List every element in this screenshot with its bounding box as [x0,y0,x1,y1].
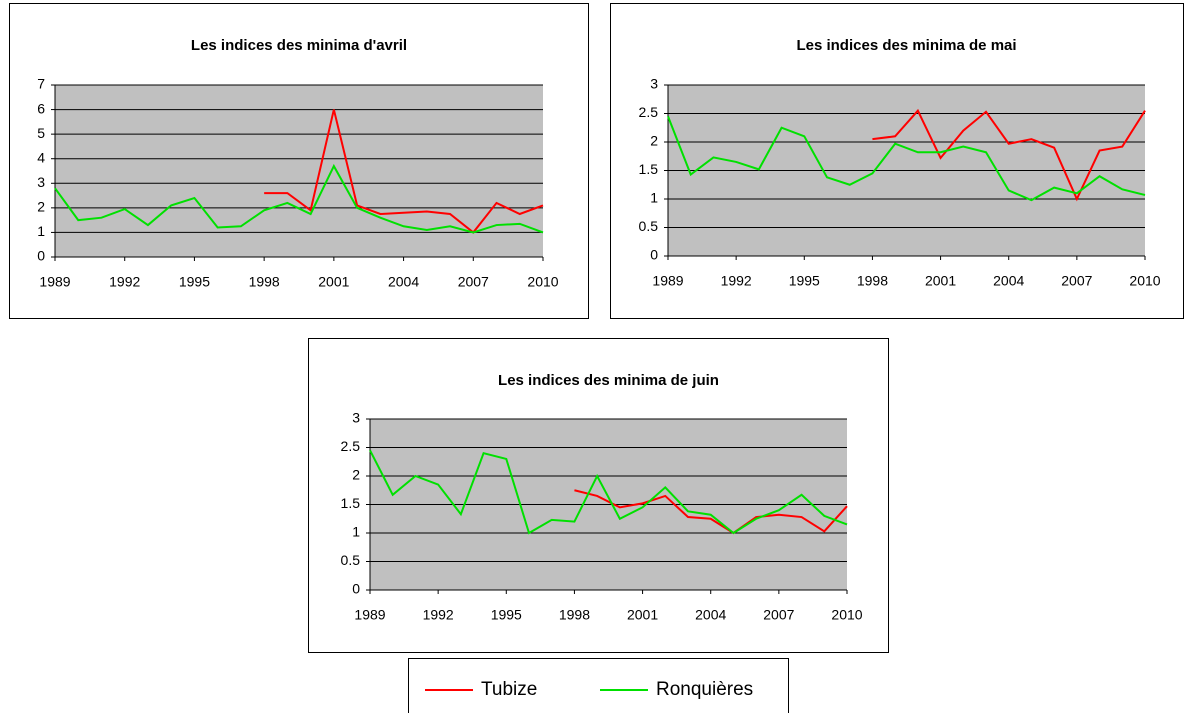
y-tick-label: 1 [650,190,658,206]
y-tick-label: 1 [37,223,45,239]
y-tick-label: 5 [37,125,45,141]
x-tick-label: 1995 [179,274,210,290]
x-tick-label: 2007 [763,607,794,623]
x-tick-label: 2010 [527,274,558,290]
y-tick-label: 2 [37,199,45,215]
y-tick-label: 1.5 [341,495,361,511]
x-tick-label: 1998 [249,274,280,290]
y-tick-label: 1.5 [639,161,659,177]
x-tick-label: 1992 [423,607,454,623]
x-tick-label: 1995 [491,607,522,623]
x-tick-label: 2010 [831,607,862,623]
line-series [574,489,848,535]
legend-box [408,658,789,718]
y-tick-label: 2.5 [639,104,659,120]
legend-label: Ronquières [656,679,753,700]
y-tick-label: 2 [352,467,360,483]
x-tick-label: 2001 [318,274,349,290]
y-tick-label: 0 [37,248,45,264]
x-tick-label: 2004 [993,273,1024,289]
y-tick-label: 2.5 [341,438,361,454]
line-series [369,449,848,535]
x-tick-label: 2004 [695,607,726,623]
y-tick-label: 0.5 [639,218,659,234]
chart-title: Les indices des minima de juin [498,372,719,389]
x-tick-label: 2007 [1061,273,1092,289]
line-series [54,163,544,234]
x-tick-label: 2001 [925,273,956,289]
y-tick-label: 0.5 [341,552,361,568]
x-tick-label: 2004 [388,274,419,290]
line-series [264,109,544,234]
x-tick-label: 2007 [458,274,489,290]
line-series [872,108,1146,202]
y-tick-label: 0 [650,247,658,263]
y-tick-label: 1 [352,524,360,540]
x-tick-label: 1989 [354,607,385,623]
x-tick-label: 1992 [721,273,752,289]
y-tick-label: 0 [352,581,360,597]
x-tick-label: 2001 [627,607,658,623]
y-tick-label: 2 [650,133,658,149]
x-tick-label: 1998 [559,607,590,623]
line-series [667,115,1146,202]
x-tick-label: 1995 [789,273,820,289]
chart-title: Les indices des minima d'avril [191,37,407,54]
x-tick-label: 1992 [109,274,140,290]
y-tick-label: 3 [37,174,45,190]
x-tick-label: 1989 [652,273,683,289]
y-tick-label: 7 [37,76,45,92]
x-tick-label: 1989 [39,274,70,290]
x-tick-label: 1998 [857,273,888,289]
y-tick-label: 6 [37,100,45,116]
y-tick-label: 3 [650,76,658,92]
chart-title: Les indices des minima de mai [796,37,1016,54]
y-tick-label: 4 [37,149,45,165]
legend-label: Tubize [481,679,537,700]
x-tick-label: 2010 [1129,273,1160,289]
y-tick-label: 3 [352,410,360,426]
